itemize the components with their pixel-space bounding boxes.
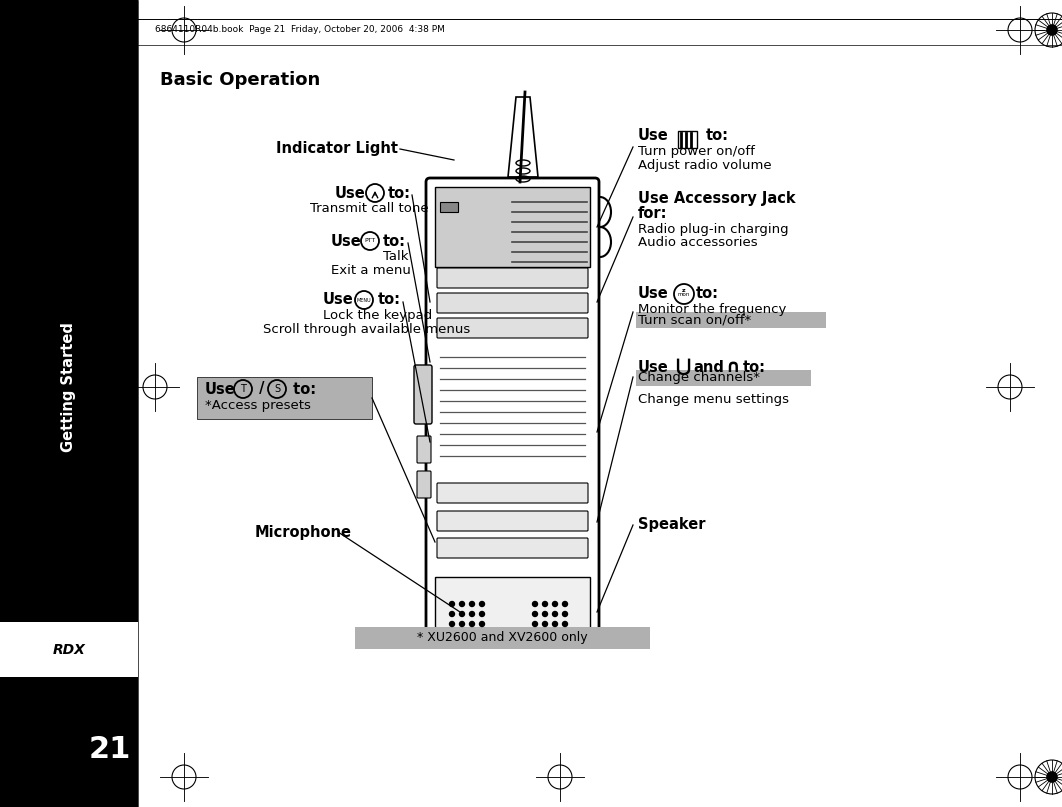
FancyBboxPatch shape (417, 436, 431, 463)
Text: to:: to: (388, 186, 411, 200)
Text: to:: to: (378, 292, 401, 307)
Circle shape (543, 601, 548, 607)
Text: and: and (693, 359, 724, 374)
Circle shape (45, 25, 55, 35)
Text: Talk: Talk (383, 250, 409, 264)
Text: Basic Operation: Basic Operation (160, 71, 321, 89)
Circle shape (460, 621, 464, 626)
Text: MENU: MENU (357, 298, 372, 303)
FancyBboxPatch shape (436, 511, 588, 531)
Circle shape (532, 612, 537, 617)
Text: ∩: ∩ (725, 358, 740, 376)
Circle shape (532, 601, 537, 607)
Text: z: z (682, 287, 686, 292)
Text: Microphone: Microphone (255, 525, 352, 540)
Bar (636, 312, 826, 328)
FancyBboxPatch shape (436, 318, 588, 338)
Circle shape (532, 621, 537, 626)
FancyBboxPatch shape (196, 377, 372, 419)
Circle shape (460, 612, 464, 617)
Circle shape (480, 621, 484, 626)
Bar (355, 627, 650, 649)
Text: RDX: RDX (52, 642, 85, 657)
Text: Use: Use (638, 359, 669, 374)
Text: /: / (254, 382, 270, 396)
Circle shape (480, 601, 484, 607)
Circle shape (469, 601, 475, 607)
Circle shape (469, 621, 475, 626)
Circle shape (543, 612, 548, 617)
Bar (678, 131, 697, 148)
Text: Scroll through available menus: Scroll through available menus (263, 324, 470, 337)
Circle shape (552, 612, 558, 617)
FancyBboxPatch shape (436, 268, 588, 288)
Text: 21: 21 (89, 734, 132, 763)
Circle shape (552, 621, 558, 626)
FancyBboxPatch shape (436, 483, 588, 503)
Text: Turn power on/off: Turn power on/off (638, 144, 755, 157)
Text: S: S (274, 384, 280, 394)
Text: Change channels*: Change channels* (638, 371, 760, 384)
Bar (440, 202, 458, 212)
Text: Getting Started: Getting Started (62, 322, 76, 452)
Circle shape (45, 772, 55, 782)
Text: Transmit call tone: Transmit call tone (310, 203, 429, 215)
Bar (636, 370, 811, 386)
Circle shape (552, 601, 558, 607)
Text: to:: to: (743, 359, 766, 374)
Text: to:: to: (696, 286, 719, 302)
Text: for:: for: (638, 206, 668, 220)
Bar (435, 577, 590, 637)
Text: ⋃: ⋃ (675, 358, 690, 376)
Text: * XU2600 and XV2600 only: * XU2600 and XV2600 only (416, 632, 587, 645)
Circle shape (449, 601, 455, 607)
Text: Use: Use (331, 233, 362, 249)
Circle shape (460, 601, 464, 607)
Text: PTT: PTT (364, 239, 376, 244)
Text: Radio plug-in charging: Radio plug-in charging (638, 223, 789, 236)
Circle shape (543, 621, 548, 626)
Text: Audio accessories: Audio accessories (638, 236, 757, 249)
Text: Lock the keypad: Lock the keypad (323, 310, 432, 323)
FancyBboxPatch shape (436, 538, 588, 558)
Circle shape (563, 612, 567, 617)
FancyBboxPatch shape (436, 293, 588, 313)
Circle shape (563, 601, 567, 607)
Text: Use: Use (335, 186, 365, 200)
Text: Monitor the frequency: Monitor the frequency (638, 303, 786, 316)
Text: *Access presets: *Access presets (205, 399, 311, 412)
Text: Use Accessory Jack: Use Accessory Jack (638, 191, 795, 207)
Circle shape (469, 612, 475, 617)
FancyBboxPatch shape (414, 365, 432, 424)
Text: 6864110R04b.book  Page 21  Friday, October 20, 2006  4:38 PM: 6864110R04b.book Page 21 Friday, October… (155, 26, 445, 35)
Text: mon: mon (678, 291, 690, 296)
Bar (0, 0, 138, 807)
Circle shape (1047, 25, 1057, 35)
Bar (435, 187, 590, 267)
FancyBboxPatch shape (417, 471, 431, 498)
Circle shape (449, 612, 455, 617)
Text: Speaker: Speaker (638, 517, 705, 533)
Text: Use: Use (323, 292, 354, 307)
Text: to:: to: (288, 382, 316, 396)
Bar (0, 622, 138, 677)
Text: Change menu settings: Change menu settings (638, 394, 789, 407)
Circle shape (1047, 772, 1057, 782)
Text: Adjust radio volume: Adjust radio volume (638, 158, 772, 172)
Circle shape (480, 612, 484, 617)
Text: Use: Use (205, 382, 236, 396)
Text: Turn scan on/off*: Turn scan on/off* (638, 313, 751, 327)
Circle shape (563, 621, 567, 626)
Text: Use: Use (638, 128, 669, 143)
Circle shape (449, 621, 455, 626)
Text: Indicator Light: Indicator Light (276, 141, 398, 157)
Text: T: T (240, 384, 246, 394)
FancyBboxPatch shape (426, 178, 599, 646)
Text: Use: Use (638, 286, 669, 302)
Text: to:: to: (383, 233, 406, 249)
Text: to:: to: (706, 128, 729, 143)
Text: Exit a menu: Exit a menu (331, 265, 411, 278)
